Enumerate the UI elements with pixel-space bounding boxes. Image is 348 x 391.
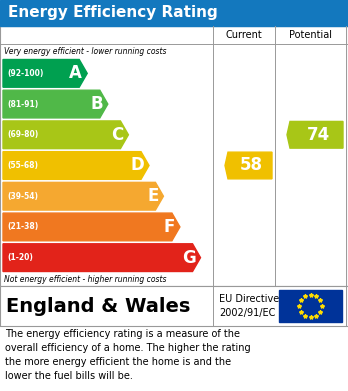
Polygon shape bbox=[3, 90, 108, 118]
Text: 74: 74 bbox=[306, 126, 330, 144]
Polygon shape bbox=[225, 152, 272, 179]
Text: (21-38): (21-38) bbox=[7, 222, 38, 231]
Text: (69-80): (69-80) bbox=[7, 130, 38, 139]
Text: B: B bbox=[90, 95, 103, 113]
Text: Potential: Potential bbox=[289, 30, 332, 40]
Text: F: F bbox=[164, 218, 175, 236]
Text: D: D bbox=[130, 156, 144, 174]
Text: 58: 58 bbox=[240, 156, 263, 174]
Polygon shape bbox=[3, 244, 200, 271]
Text: The energy efficiency rating is a measure of the
overall efficiency of a home. T: The energy efficiency rating is a measur… bbox=[5, 329, 251, 381]
Bar bbox=[0, 286, 348, 326]
Polygon shape bbox=[3, 59, 87, 87]
Text: (39-54): (39-54) bbox=[7, 192, 38, 201]
Text: EU Directive
2002/91/EC: EU Directive 2002/91/EC bbox=[219, 294, 279, 317]
Bar bbox=[0, 26, 348, 286]
Polygon shape bbox=[3, 121, 128, 149]
Text: Energy Efficiency Rating: Energy Efficiency Rating bbox=[8, 5, 218, 20]
Text: England & Wales: England & Wales bbox=[6, 296, 190, 316]
Text: (92-100): (92-100) bbox=[7, 69, 44, 78]
Polygon shape bbox=[3, 152, 149, 179]
Text: Current: Current bbox=[226, 30, 262, 40]
Text: C: C bbox=[111, 126, 124, 144]
Text: (55-68): (55-68) bbox=[7, 161, 38, 170]
Bar bbox=[279, 290, 342, 322]
Text: Very energy efficient - lower running costs: Very energy efficient - lower running co… bbox=[4, 47, 166, 56]
Polygon shape bbox=[3, 213, 180, 241]
Polygon shape bbox=[3, 182, 164, 210]
Text: E: E bbox=[147, 187, 158, 205]
Bar bbox=[0, 0, 348, 26]
Text: A: A bbox=[69, 65, 82, 83]
Text: (81-91): (81-91) bbox=[7, 100, 38, 109]
Polygon shape bbox=[287, 122, 343, 148]
Text: (1-20): (1-20) bbox=[7, 253, 33, 262]
Text: Not energy efficient - higher running costs: Not energy efficient - higher running co… bbox=[4, 275, 166, 284]
Text: G: G bbox=[182, 249, 196, 267]
